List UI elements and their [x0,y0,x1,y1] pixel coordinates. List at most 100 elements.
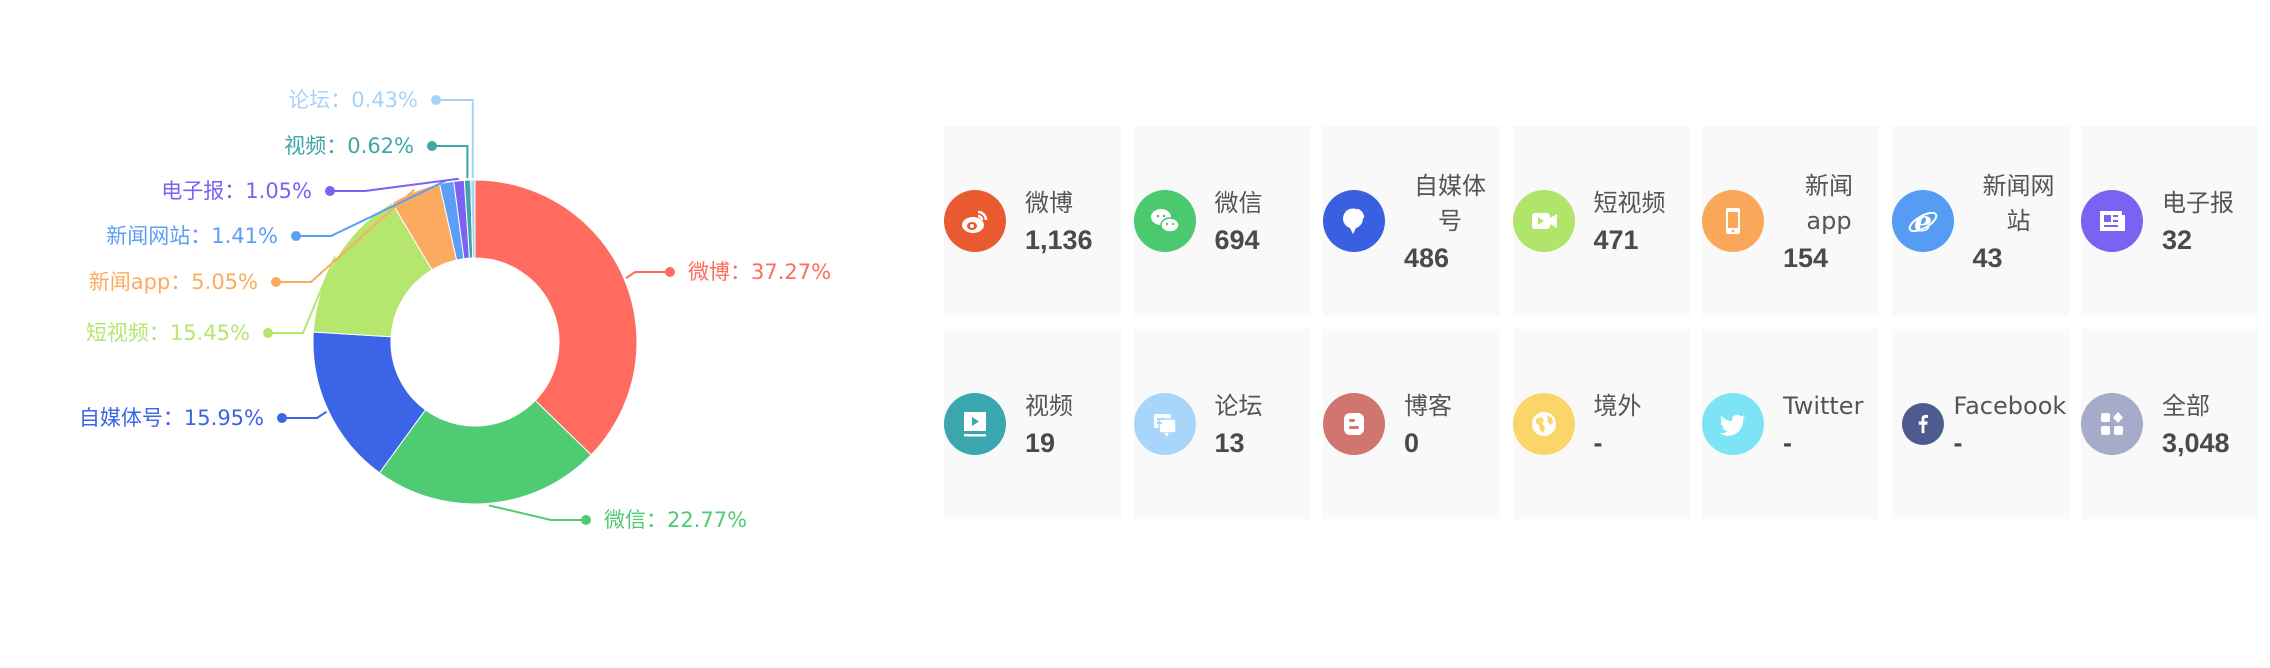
leader-dot-5 [291,231,301,241]
card-label: 新闻app [1805,171,1853,235]
card-label: 境外 [1593,392,1642,420]
card-label: 微博 [1025,189,1073,217]
leader-line-1 [488,504,586,521]
svg-text:e: e [1914,205,1932,238]
card-count: 154 [1783,242,1829,273]
leader-line-5 [296,179,447,237]
leader-dot-1 [581,515,591,525]
card-count: 486 [1404,242,1450,273]
leader-dot-3 [263,328,273,338]
card-label: Facebook [1953,392,2067,420]
leader-dot-8 [431,95,441,105]
card-text: Facebook - [1954,389,2067,459]
card-text: 视频 19 [1025,389,1073,459]
card-label: 全部 [2162,392,2210,420]
card-text: 电子报 32 [2162,186,2234,256]
phone-icon [1702,190,1764,252]
card-text: 微博 1,136 [1025,186,1093,256]
card-count: 3,048 [2162,428,2230,458]
source-card-globe[interactable]: 境外 - [1512,329,1690,519]
card-text: Twitter - [1783,389,1863,459]
leader-dot-7 [427,141,437,151]
source-card-blogger[interactable]: 博客 0 [1323,329,1500,519]
newspaper-icon [2081,190,2143,252]
card-count: 471 [1593,225,1639,255]
card-count: 43 [1972,242,2003,273]
leader-line-2 [282,410,328,419]
card-label: 微信 [1214,189,1263,217]
slice-8[interactable] [470,179,476,259]
card-label: 电子报 [2162,189,2234,217]
card-text: 短视频 471 [1594,186,1666,256]
facebook-icon [1901,403,1944,445]
card-text: 境外 - [1594,389,1642,459]
leader-line-4 [276,188,415,283]
card-count: 19 [1025,428,1056,458]
card-count: - [1783,428,1792,458]
card-label: 自媒体号 [1414,171,1486,235]
card-text: 新闻网站 43 [1973,169,2065,274]
source-card-facebook[interactable]: Facebook - [1891,329,2069,519]
slice-label-5: 新闻网站：1.41% [106,224,278,248]
card-text: 全部 3,048 [2162,389,2230,459]
slice-label-4: 新闻app：5.05% [89,270,258,294]
card-label: 短视频 [1593,189,1666,217]
card-count: 1,136 [1025,225,1093,255]
source-card-twitter[interactable]: Twitter - [1702,329,1879,519]
source-card-phone[interactable]: 新闻app 154 [1702,126,1879,316]
card-text: 博客 0 [1404,389,1452,459]
source-card-self-media[interactable]: 自媒体号 486 [1323,126,1500,316]
source-card-wechat[interactable]: 微信 694 [1133,126,1311,316]
globe-icon [1512,393,1575,455]
self-media-icon [1323,190,1385,252]
wechat-icon [1133,190,1196,252]
card-text: 微信 694 [1215,186,1263,256]
slice-label-7: 视频：0.62% [284,134,414,158]
leader-line-3 [268,256,336,334]
card-text: 论坛 13 [1215,389,1263,459]
source-card-video[interactable]: 视频 19 [944,329,1121,519]
card-label: 博客 [1404,392,1452,420]
leader-line-8 [436,99,474,179]
leader-line-0 [625,271,670,279]
source-card-forum[interactable]: 论坛 13 [1133,329,1311,519]
forum-icon [1133,393,1196,455]
blogger-icon [1323,393,1385,455]
slice-label-0: 微博：37.27% [688,260,831,284]
card-label: 新闻网站 [1982,171,2055,235]
leader-line-6 [330,177,459,192]
card-count: 0 [1404,428,1420,458]
slice-label-3: 短视频：15.45% [86,321,250,345]
source-card-weibo[interactable]: 微博 1,136 [944,126,1121,316]
card-label: 论坛 [1214,392,1263,420]
ie-browser-icon: e [1891,190,1954,252]
video-icon [944,393,1006,455]
short-video-icon [1512,190,1575,252]
card-text: 新闻app 154 [1783,169,1875,274]
slice-label-6: 电子报：1.05% [161,179,312,203]
weibo-icon [944,190,1006,252]
card-count: - [1593,428,1603,458]
card-count: 694 [1214,225,1260,255]
slice-label-1: 微信：22.77% [604,508,747,532]
source-card-short-video[interactable]: 短视频 471 [1512,126,1690,316]
card-label: 视频 [1025,392,1073,420]
card-label: Twitter [1783,392,1864,420]
all-apps-icon [2081,393,2143,455]
leader-dot-6 [325,186,335,196]
leader-dot-4 [271,277,281,287]
card-text: 自媒体号 486 [1404,169,1496,274]
card-count: 32 [2162,225,2193,255]
leader-dot-2 [277,413,287,423]
source-card-grid: 微博 1,136 微信 694 自媒体号 486 短视频 471 新闻app 154 e 新闻网站 43… [944,126,2258,519]
card-count: 13 [1214,428,1245,458]
slice-0[interactable] [474,179,638,456]
slice-1[interactable] [378,399,592,505]
slice-label-2: 自媒体号：15.95% [79,406,264,430]
source-card-all-apps[interactable]: 全部 3,048 [2081,329,2258,519]
source-card-ie-browser[interactable]: e 新闻网站 43 [1891,126,2069,316]
card-count: - [1953,428,1963,458]
leader-dot-0 [665,267,675,277]
donut-chart: 微博：37.27% 微信：22.77% 自媒体号：15.95% 短视频：15.45% 新… [79,88,831,532]
source-card-newspaper[interactable]: 电子报 32 [2081,126,2258,316]
